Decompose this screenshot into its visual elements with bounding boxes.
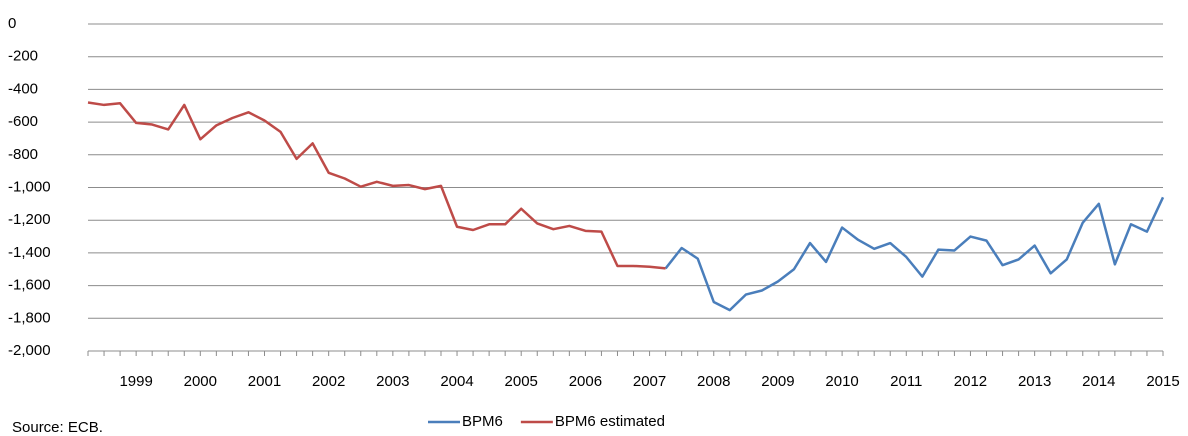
legend-label: BPM6 [462,413,503,430]
x-tick-label: 2010 [825,373,858,390]
y-tick-label: -1,000 [8,178,51,195]
y-tick-label: -800 [8,146,38,163]
x-tick-label: 2007 [633,373,666,390]
x-tick-label: 2013 [1018,373,1051,390]
x-tick-label: 2002 [312,373,345,390]
y-tick-label: -400 [8,80,38,97]
x-tick-label: 2004 [440,373,473,390]
x-tick-label: 2009 [761,373,794,390]
y-tick-label: -2,000 [8,342,51,359]
y-tick-label: -1,400 [8,244,51,261]
y-tick-label: 0 [8,15,16,32]
y-tick-label: -600 [8,113,38,130]
source-note: Source: ECB. [12,419,103,436]
x-tick-label: 1999 [119,373,152,390]
legend-label: BPM6 estimated [555,413,665,430]
x-tick-label: 2005 [505,373,538,390]
x-tick-label: 2011 [890,373,922,390]
x-tick-label: 2006 [569,373,602,390]
y-tick-label: -1,200 [8,211,51,228]
x-tick-label: 2015 [1146,373,1179,390]
x-tick-label: 2008 [697,373,730,390]
y-tick-label: -200 [8,48,38,65]
data-line [664,196,1165,312]
y-tick-label: -1,800 [8,309,51,326]
x-tick-label: 2003 [376,373,409,390]
x-tick-label: 2014 [1082,373,1115,390]
x-tick-label: 2001 [248,373,281,390]
data-line [87,101,666,270]
x-tick-label: 2000 [184,373,217,390]
y-tick-label: -1,600 [8,277,51,294]
x-tick-label: 2012 [954,373,987,390]
